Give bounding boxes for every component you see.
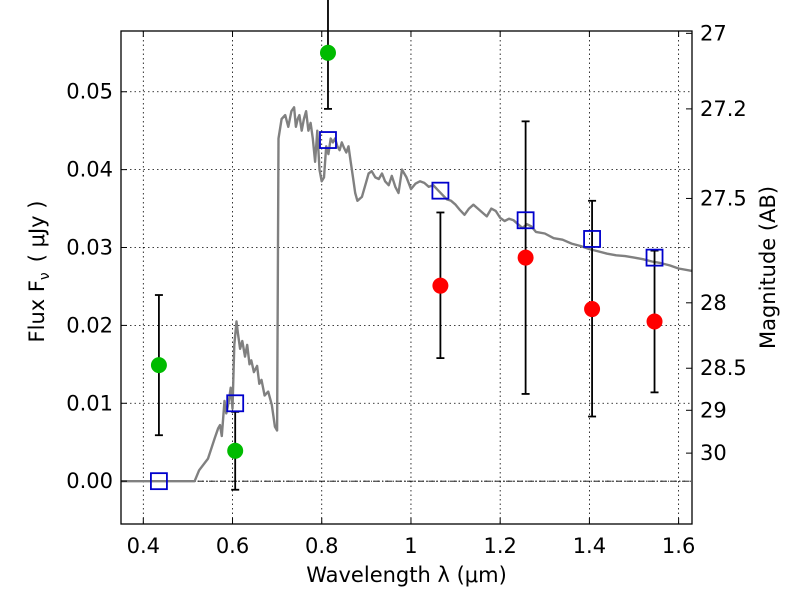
y2-tick-label: 28 (700, 291, 727, 315)
y2-tick-label: 28.5 (700, 356, 747, 380)
y2-tick-label: 27.2 (700, 97, 747, 121)
plot-frame (120, 30, 693, 525)
x-tick-label: 1.6 (662, 534, 695, 558)
model-flux-square (645, 248, 664, 267)
y-axis-label-subscript: ν (37, 272, 53, 280)
y2-tick-label: 27.5 (700, 186, 747, 210)
measured-flux-point (432, 277, 449, 294)
measured-flux-point (584, 301, 601, 318)
axis-ticks: 0.4 0.6 0.8 1 1.2 1.4 1.6 0.00 0.01 0.02 0.03 0.04 0… (66, 21, 747, 558)
model-flux-square (431, 181, 450, 200)
right-axis-label: Magnitude (AB) (756, 186, 780, 349)
x-tick-label: 0.6 (216, 534, 249, 558)
template-spectrum-line (121, 106, 693, 483)
model-flux-square (516, 211, 535, 230)
measured-flux-point (517, 249, 534, 266)
model-flux-square (583, 230, 601, 248)
measured-flux-point (227, 442, 244, 459)
model-flux-square (150, 472, 168, 491)
y-tick-label: 0.01 (66, 391, 113, 415)
y-axis-label-unit: ( μJy ) (25, 201, 49, 263)
y-tick-label: 0.05 (66, 80, 113, 104)
series-layer (121, 0, 693, 491)
model-flux-square (319, 131, 337, 149)
y2-tick-label: 29 (700, 398, 727, 422)
y-axis-label: Flux Fν ( μJy ) (25, 201, 53, 343)
y2-tick-label: 27 (700, 21, 727, 45)
y2-tick-label: 30 (700, 441, 727, 465)
y-tick-label: 0.00 (66, 469, 113, 493)
measured-flux-point (319, 44, 336, 61)
y-axis-label-main: Flux F (25, 280, 49, 342)
grid (121, 31, 692, 524)
model-flux-square (226, 394, 245, 413)
x-tick-label: 0.8 (305, 534, 338, 558)
y-tick-label: 0.03 (66, 236, 113, 260)
y-tick-label: 0.02 (66, 313, 113, 337)
x-tick-label: 1.4 (573, 534, 606, 558)
x-tick-label: 1.2 (483, 534, 516, 558)
measured-flux-point (646, 313, 663, 330)
y-tick-label: 0.04 (66, 158, 113, 182)
x-tick-label: 0.4 (127, 534, 160, 558)
x-tick-label: 1 (404, 534, 417, 558)
x-axis-label: Wavelength λ (μm) (306, 563, 507, 587)
measured-flux-point (150, 357, 167, 374)
